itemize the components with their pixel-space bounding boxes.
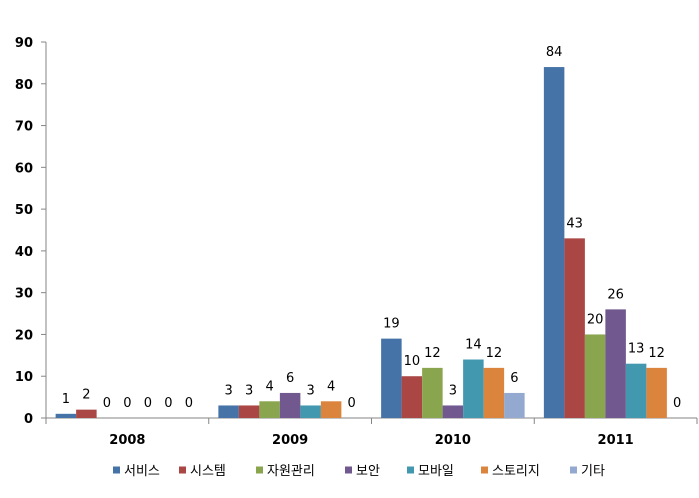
data-label: 3 bbox=[306, 383, 314, 398]
bar bbox=[238, 405, 260, 418]
data-label: 0 bbox=[347, 396, 355, 411]
bar bbox=[300, 405, 321, 418]
data-label: 0 bbox=[144, 396, 152, 411]
data-label: 0 bbox=[103, 396, 111, 411]
bar bbox=[646, 367, 667, 418]
y-tick-label: 60 bbox=[15, 161, 33, 176]
data-label: 26 bbox=[607, 287, 624, 302]
data-label: 12 bbox=[486, 346, 503, 361]
legend-label: 보안 bbox=[356, 464, 380, 479]
legend-label: 기타 bbox=[581, 464, 605, 479]
data-label: 4 bbox=[265, 379, 273, 394]
bar bbox=[422, 367, 443, 418]
legend-marker bbox=[570, 466, 577, 474]
bar bbox=[564, 238, 585, 418]
bars bbox=[55, 67, 667, 419]
bar bbox=[483, 367, 505, 418]
y-tick-label: 0 bbox=[24, 412, 33, 427]
y-tick-label: 20 bbox=[15, 328, 33, 343]
x-tick-label: 2009 bbox=[272, 433, 308, 448]
y-tick-label: 30 bbox=[15, 287, 33, 302]
bar bbox=[401, 376, 423, 418]
bar bbox=[55, 413, 77, 418]
bar bbox=[605, 309, 626, 418]
bar bbox=[504, 392, 525, 418]
y-tick-label: 50 bbox=[15, 203, 33, 218]
legend-label: 시스템 bbox=[190, 464, 226, 479]
legend-label: 스토리지 bbox=[492, 464, 540, 479]
bar bbox=[76, 409, 97, 418]
x-tick-label: 2008 bbox=[109, 433, 145, 448]
data-label: 12 bbox=[648, 346, 665, 361]
bar bbox=[584, 334, 606, 418]
legend-marker bbox=[481, 466, 488, 474]
legend-marker bbox=[256, 466, 263, 474]
bar bbox=[259, 401, 280, 418]
x-tick-label: 2011 bbox=[598, 433, 634, 448]
data-label: 0 bbox=[673, 396, 681, 411]
data-label: 20 bbox=[587, 312, 604, 327]
legend: 서비스 시스템 자원관리 보안 모바일 스토리지 기타 bbox=[113, 464, 605, 479]
data-label: 0 bbox=[185, 396, 193, 411]
bar bbox=[442, 405, 464, 418]
y-tick-label: 40 bbox=[15, 245, 33, 260]
data-label: 4 bbox=[327, 379, 335, 394]
data-label: 14 bbox=[465, 338, 482, 353]
legend-marker bbox=[345, 466, 352, 474]
bar bbox=[320, 401, 342, 418]
data-label: 0 bbox=[164, 396, 172, 411]
data-label: 6 bbox=[510, 371, 518, 386]
bar bbox=[218, 405, 239, 418]
data-label: 43 bbox=[566, 216, 583, 231]
data-label: 3 bbox=[224, 383, 232, 398]
data-label: 10 bbox=[404, 354, 421, 369]
legend-label: 서비스 bbox=[124, 464, 160, 479]
legend-marker bbox=[407, 466, 414, 474]
legend-marker bbox=[113, 466, 120, 474]
data-label: 19 bbox=[383, 317, 400, 332]
y-tick-label: 10 bbox=[15, 370, 33, 385]
data-label: 1 bbox=[62, 392, 70, 407]
bar bbox=[625, 363, 647, 418]
legend-label: 자원관리 bbox=[267, 464, 315, 479]
data-label: 6 bbox=[286, 371, 294, 386]
bar bbox=[463, 359, 484, 418]
data-label: 0 bbox=[123, 396, 131, 411]
x-tick-label: 2010 bbox=[435, 433, 471, 448]
data-label: 3 bbox=[449, 383, 457, 398]
y-tick-label: 70 bbox=[15, 120, 33, 135]
bar bbox=[279, 392, 301, 418]
bar bbox=[381, 338, 402, 418]
data-label: 2 bbox=[82, 388, 90, 403]
legend-marker bbox=[179, 466, 186, 474]
y-tick-label: 90 bbox=[15, 36, 33, 51]
y-tick-label: 80 bbox=[15, 78, 33, 93]
data-label: 3 bbox=[245, 383, 253, 398]
data-label: 13 bbox=[628, 342, 645, 357]
data-label: 84 bbox=[546, 45, 563, 60]
bar bbox=[543, 67, 565, 419]
data-label: 12 bbox=[424, 346, 441, 361]
legend-label: 모바일 bbox=[418, 464, 454, 479]
